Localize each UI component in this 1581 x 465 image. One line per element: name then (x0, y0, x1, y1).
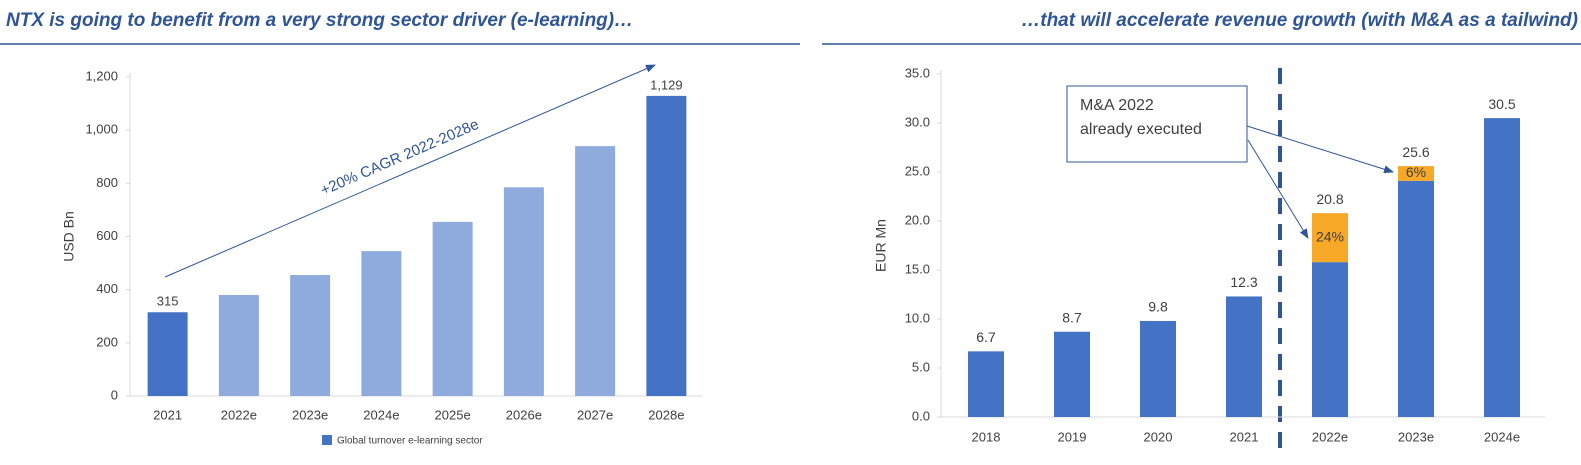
legend-swatch (322, 435, 332, 445)
bar (218, 294, 259, 396)
bar (575, 146, 616, 396)
x-tick-label: 2018 (972, 429, 1001, 444)
x-tick-label: 2022e (221, 407, 257, 422)
share-label: 24% (1316, 228, 1344, 244)
total-label: 6.7 (976, 329, 996, 345)
bar-segment (1226, 296, 1262, 417)
y-tick-label: 35.0 (905, 65, 930, 80)
annotation-text: M&A 2022 (1080, 97, 1154, 114)
y-tick-label: 25.0 (905, 163, 930, 178)
x-tick-label: 2024e (1484, 429, 1520, 444)
annotation-arrow (1247, 139, 1309, 239)
annotation-text: already executed (1080, 121, 1202, 138)
bar-segment (1398, 166, 1434, 181)
x-tick-label: 2026e (506, 407, 542, 422)
y-tick-label: 400 (96, 281, 118, 296)
total-label: 8.7 (1062, 309, 1082, 325)
total-label: 30.5 (1488, 96, 1515, 112)
x-tick-label: 2028e (648, 407, 684, 422)
value-label: 315 (157, 294, 179, 309)
bar-segment (1312, 213, 1348, 263)
chart-title: …that will accelerate revenue growth (wi… (1021, 10, 1578, 31)
y-axis-label: USD Bn (61, 211, 77, 262)
y-tick-label: 15.0 (905, 261, 930, 276)
annotation-box (1066, 85, 1248, 163)
bar-segment (968, 351, 1004, 417)
y-tick-label: 1,200 (85, 68, 118, 83)
total-label: 12.3 (1230, 274, 1257, 290)
legend-label: Global turnover e-learning sector (337, 436, 483, 447)
chart-title: NTX is going to benefit from a very stro… (6, 10, 633, 31)
y-tick-label: 1,000 (85, 122, 118, 137)
y-tick-label: 200 (96, 334, 118, 349)
x-tick-label: 2021 (153, 407, 182, 422)
bar-segment (1484, 118, 1520, 417)
total-label: 9.8 (1148, 299, 1168, 315)
x-tick-label: 2024e (363, 407, 399, 422)
x-tick-label: 2023e (292, 407, 328, 422)
bar-segment (1312, 262, 1348, 417)
total-label: 20.8 (1316, 191, 1343, 207)
x-tick-label: 2020 (1144, 429, 1173, 444)
y-tick-label: 600 (96, 228, 118, 243)
bar-segment (1398, 180, 1434, 417)
y-tick-label: 0 (111, 387, 118, 402)
annotation-arrow (1246, 125, 1394, 174)
bar-segment (1140, 320, 1176, 417)
bar (646, 95, 687, 396)
bar (432, 221, 473, 396)
y-tick-label: 10.0 (905, 310, 930, 325)
y-tick-label: 30.0 (905, 114, 930, 129)
y-tick-label: 0.0 (912, 408, 930, 423)
cagr-annotation: +20% CAGR 2022-2028e (318, 116, 481, 199)
x-tick-label: 2022e (1312, 429, 1348, 444)
bar (503, 187, 544, 396)
bar (147, 312, 188, 396)
y-tick-label: 20.0 (905, 212, 930, 227)
x-tick-label: 2025e (435, 407, 471, 422)
x-tick-label: 2019 (1058, 429, 1087, 444)
y-axis-label: EUR Mn (873, 219, 889, 272)
x-tick-label: 2023e (1398, 429, 1434, 444)
x-tick-label: 2021 (1230, 429, 1259, 444)
y-tick-label: 5.0 (912, 359, 930, 374)
bar-segment (1054, 331, 1090, 417)
total-label: 25.6 (1402, 144, 1429, 160)
x-tick-label: 2027e (577, 407, 613, 422)
cagr-arrow (164, 64, 656, 278)
value-label: 1,129 (650, 77, 683, 92)
bar (361, 251, 402, 396)
bar (290, 275, 331, 396)
y-tick-label: 800 (96, 175, 118, 190)
share-label: 6% (1406, 164, 1426, 180)
